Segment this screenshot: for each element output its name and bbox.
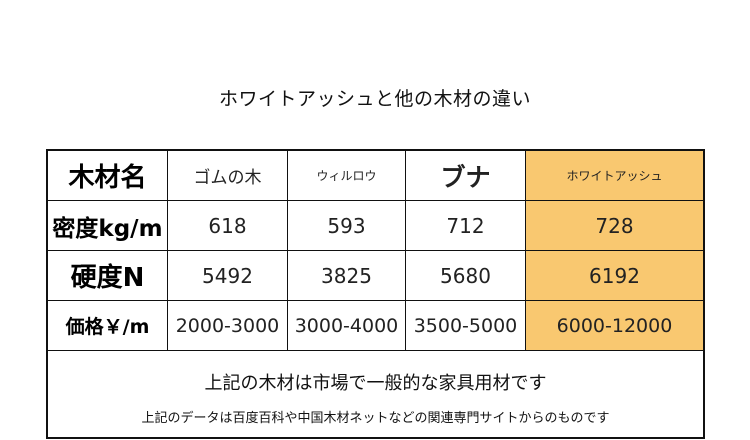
table-cell: 618 <box>168 201 288 250</box>
header-wood-name: 木材名 <box>48 151 168 200</box>
table-cell-highlight: 728 <box>526 201 703 250</box>
table-row-hardness: 硬度N 5492 3825 5680 6192 <box>48 251 703 301</box>
header-white-ash: ホワイトアッシュ <box>526 151 703 200</box>
table-cell: 593 <box>288 201 406 250</box>
table-cell: 2000-3000 <box>168 301 288 350</box>
table-cell: 3000-4000 <box>288 301 406 350</box>
page-title: ホワイトアッシュと他の木材の違い <box>218 88 531 110</box>
header-beech: ブナ <box>406 151 526 200</box>
table-header-row: 木材名 ゴムの木 ウィルロウ ブナ ホワイトアッシュ <box>48 151 703 201</box>
table-row-price: 価格￥/m 2000-3000 3000-4000 3500-5000 6000… <box>48 301 703 351</box>
table-footer: 上記の木材は市場で一般的な家具用材です 上記のデータは百度百科や中国木材ネットな… <box>48 351 703 437</box>
row-label-price: 価格￥/m <box>48 301 168 350</box>
footer-note-source: 上記のデータは百度百科や中国木材ネットなどの関連専門サイトからのものです <box>141 411 610 426</box>
table-row-density: 密度kg/m 618 593 712 728 <box>48 201 703 251</box>
table-cell: 5680 <box>406 251 526 300</box>
table-cell-highlight: 6000-12000 <box>526 301 703 350</box>
table-cell: 3500-5000 <box>406 301 526 350</box>
comparison-table: 木材名 ゴムの木 ウィルロウ ブナ ホワイトアッシュ 密度kg/m 618 59… <box>46 149 705 439</box>
footer-note-primary: 上記の木材は市場で一般的な家具用材です <box>204 373 547 394</box>
row-label-hardness: 硬度N <box>48 251 168 300</box>
header-rubber-wood: ゴムの木 <box>168 151 288 200</box>
header-willow: ウィルロウ <box>288 151 406 200</box>
table-cell: 5492 <box>168 251 288 300</box>
table-cell-highlight: 6192 <box>526 251 703 300</box>
table-cell: 3825 <box>288 251 406 300</box>
table-cell: 712 <box>406 201 526 250</box>
row-label-density: 密度kg/m <box>48 201 168 250</box>
